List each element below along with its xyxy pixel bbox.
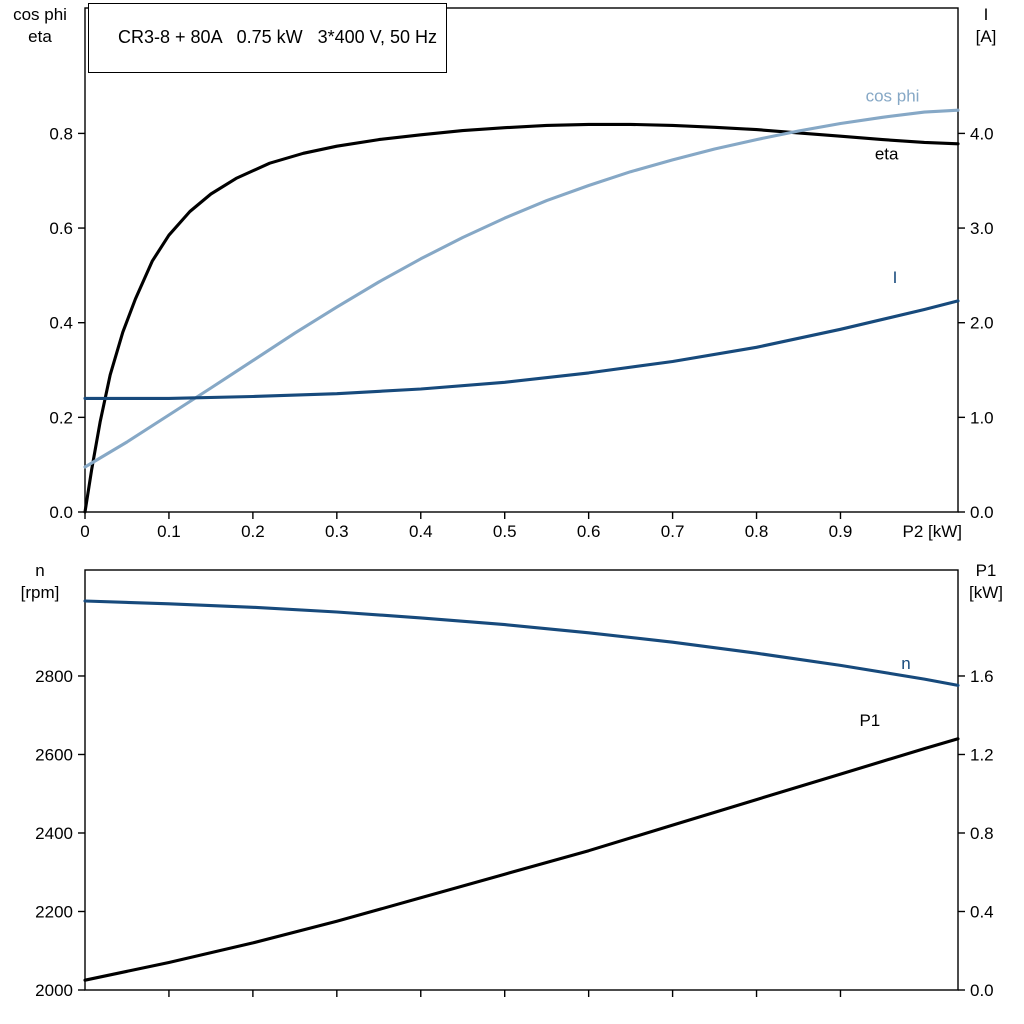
x-tick-label: 0.7 (661, 522, 685, 541)
x-tick-label: 0.9 (829, 522, 853, 541)
left-tick-label: 0.8 (49, 124, 73, 143)
x-tick-label: 0.6 (577, 522, 601, 541)
left-tick-label: 2200 (35, 902, 73, 921)
series-label-n: n (901, 654, 910, 673)
top-right-axis-title: I [A] (963, 4, 1009, 48)
series-label-p1: P1 (859, 711, 880, 730)
x-axis-unit-label: P2 [kW] (902, 522, 962, 541)
x-tick-label: 0.2 (241, 522, 265, 541)
right-tick-label: 1.6 (970, 667, 994, 686)
right-tick-label: 3.0 (970, 219, 994, 238)
right-tick-label: 4.0 (970, 124, 994, 143)
series-curve-eta (83, 122, 960, 514)
series-label-cos-phi: cos phi (866, 87, 920, 106)
series-curve-cos-phi (83, 108, 960, 469)
bottom-right-axis-title: P1 [kW] (960, 560, 1012, 604)
x-tick-label: 0.8 (745, 522, 769, 541)
right-tick-label: 0.0 (970, 981, 994, 1000)
series-label-i: I (893, 268, 898, 287)
right-tick-label: 2.0 (970, 314, 994, 333)
left-tick-label: 2400 (35, 824, 73, 843)
left-tick-label: 2600 (35, 745, 73, 764)
axis-title-current: I (983, 5, 989, 24)
axis-title-speed-unit: [rpm] (20, 583, 60, 602)
top-left-axis-title: cos phi eta (0, 4, 80, 48)
x-tick-label: 0.1 (157, 522, 181, 541)
left-tick-label: 2000 (35, 981, 73, 1000)
axis-title-current-unit: [A] (975, 27, 997, 46)
series-curve-p1 (83, 737, 960, 982)
right-tick-label: 0.4 (970, 902, 994, 921)
right-tick-label: 1.2 (970, 745, 994, 764)
left-tick-label: 0.4 (49, 314, 73, 333)
bottom-left-axis-title: n [rpm] (0, 560, 80, 604)
series-curve-n (83, 599, 960, 687)
left-tick-label: 0.2 (49, 408, 73, 427)
right-tick-label: 1.0 (970, 408, 994, 427)
chart-title-box: CR3-8 + 80A 0.75 kW 3*400 V, 50 Hz (88, 3, 448, 73)
right-tick-label: 0.8 (970, 824, 994, 843)
left-tick-label: 0.0 (49, 503, 73, 522)
series-curve-i (83, 299, 960, 400)
left-tick-label: 2800 (35, 667, 73, 686)
left-tick-label: 0.6 (49, 219, 73, 238)
axis-title-cos-phi: cos phi (13, 5, 67, 24)
series-label-eta: eta (875, 144, 899, 163)
plot-frame (84, 569, 959, 991)
plot-frame (84, 7, 959, 513)
x-tick-label: 0.5 (493, 522, 517, 541)
axis-title-speed: n (35, 561, 45, 580)
right-tick-label: 0.0 (970, 503, 994, 522)
axis-title-p1: P1 (975, 561, 997, 580)
axis-title-p1-unit: [kW] (969, 583, 1003, 602)
axis-title-eta: eta (28, 27, 52, 46)
x-tick-label: 0.3 (325, 522, 349, 541)
chart-title: CR3-8 + 80A 0.75 kW 3*400 V, 50 Hz (118, 27, 438, 47)
x-tick-label: 0 (80, 522, 89, 541)
x-tick-label: 0.4 (409, 522, 433, 541)
